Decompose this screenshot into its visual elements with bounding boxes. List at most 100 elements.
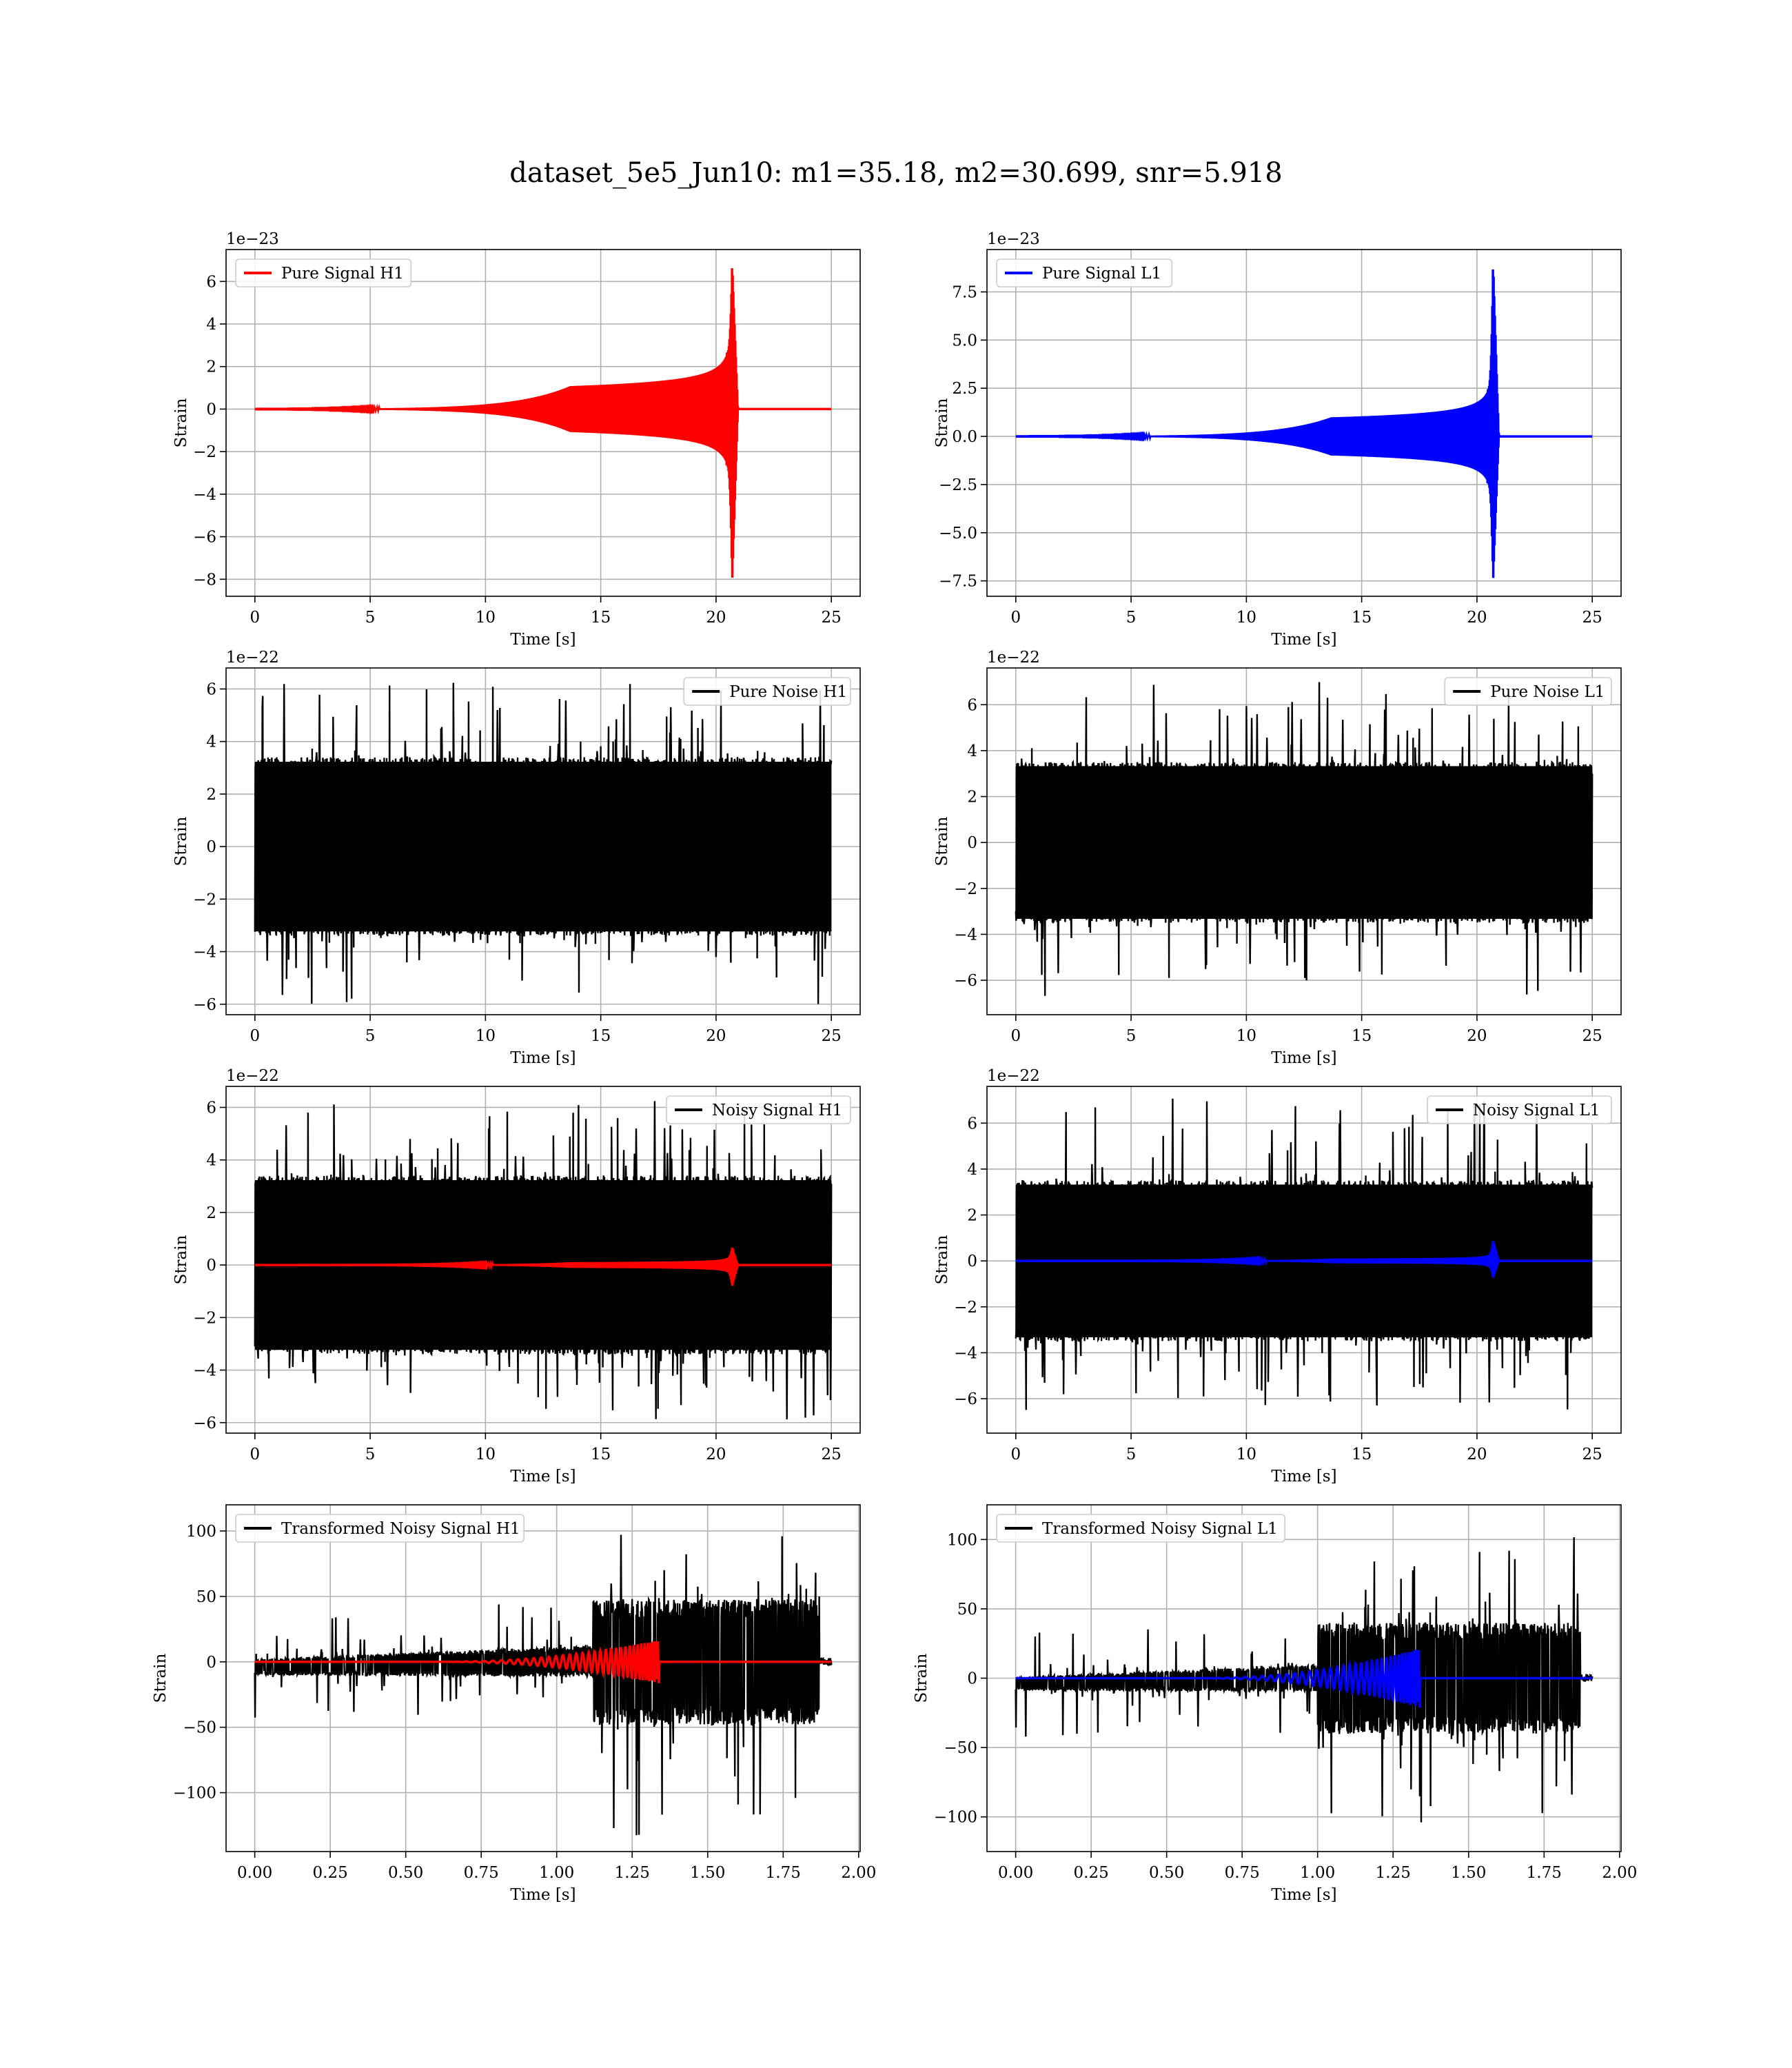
legend: Noisy Signal H1 (666, 1095, 851, 1124)
y-tick-label: 0 (967, 1253, 977, 1270)
x-tick-label: 1.00 (539, 1864, 574, 1882)
legend-frame (683, 677, 851, 706)
noise-trace (254, 1101, 833, 1420)
y-tick-label: 2 (967, 1207, 977, 1225)
y-axis-label: Strain (152, 1653, 170, 1703)
y-tick-label: 2 (206, 358, 216, 376)
legend-label: Pure Signal L1 (1042, 265, 1161, 283)
y-tick-label: −50 (944, 1739, 977, 1757)
legend-label: Noisy Signal L1 (1473, 1102, 1600, 1119)
x-tick-label: 25 (822, 1027, 842, 1045)
x-axis-label: Time [s] (510, 1886, 576, 1904)
y-axis-label: Strain (933, 1235, 951, 1284)
legend-frame (996, 1514, 1286, 1543)
legend: Pure Noise L1 (1444, 677, 1612, 706)
x-tick-label: 10 (476, 1446, 496, 1463)
x-tick-label: 15 (591, 609, 611, 627)
y-tick-label: −6 (954, 1390, 977, 1408)
y-tick-label: 7.5 (952, 283, 977, 301)
x-tick-label: 20 (706, 1446, 726, 1463)
y-tick-label: 6 (206, 1099, 216, 1117)
x-tick-label: 5 (365, 609, 376, 627)
y-tick-label: 0.0 (952, 428, 977, 446)
y-tick-label: 0 (967, 1670, 977, 1688)
x-axis-label: Time [s] (1271, 631, 1336, 649)
x-tick-label: 0.50 (1149, 1864, 1184, 1882)
transformed-noise-trace (254, 1534, 833, 1836)
chart-transformed-noisy-signal-l1: 0.00 0.25 0.50 0.75 1.00 1.25 1.50 1.75 2.00 −100… (913, 1504, 1637, 1904)
axes-frame (225, 1086, 861, 1434)
legend-label: Pure Noise L1 (1490, 683, 1605, 701)
legend-frame (1427, 1095, 1612, 1124)
y-tick-label: −2 (193, 443, 216, 461)
x-tick-label: 20 (706, 609, 726, 627)
x-tick-label: 0.25 (313, 1864, 348, 1882)
series-noisy-signal-l1 (1015, 1098, 1594, 1410)
y-tick-label: 100 (186, 1523, 216, 1541)
legend-frame (666, 1095, 851, 1124)
axes-frame (225, 1504, 861, 1852)
plot-area (254, 682, 833, 1004)
y-tick-label: −6 (193, 1415, 216, 1432)
y-tick-label: 4 (206, 316, 216, 334)
y-offset-label: 1e−22 (226, 649, 279, 667)
y-tick-label: 2.5 (952, 380, 977, 398)
transformed-signal-trace (254, 1641, 832, 1683)
y-tick-label: 6 (967, 696, 977, 714)
transformed-noise-trace (1015, 1537, 1594, 1823)
x-tick-label: 0.75 (1225, 1864, 1260, 1882)
y-tick-label: 4 (206, 1152, 216, 1170)
signal-trace (1015, 1241, 1593, 1278)
y-offset-label: 1e−22 (226, 1067, 279, 1085)
y-tick-label: −50 (183, 1719, 216, 1737)
x-tick-label: 25 (1582, 1027, 1602, 1045)
x-tick-label: 10 (476, 609, 496, 627)
y-tick-label: −100 (173, 1785, 216, 1803)
y-offset-label: 1e−23 (987, 230, 1040, 248)
y-tick-label: −2.5 (939, 476, 977, 494)
x-axis-label: Time [s] (1271, 1468, 1336, 1486)
signal-trace (254, 268, 832, 578)
x-axis-label: Time [s] (1271, 1886, 1336, 1904)
axes-frame (986, 1086, 1622, 1434)
y-tick-label: 6 (206, 680, 216, 698)
x-tick-label: 10 (1236, 609, 1256, 627)
x-tick-label: 0 (1010, 1027, 1021, 1045)
legend-label: Pure Signal H1 (281, 265, 404, 283)
grid (987, 250, 1621, 596)
x-tick-label: 15 (1352, 1027, 1372, 1045)
signal-trace (1015, 269, 1593, 578)
y-tick-label: 50 (196, 1588, 216, 1606)
x-tick-label: 0.75 (464, 1864, 499, 1882)
series-pure-signal-h1 (254, 268, 832, 578)
y-tick-label: −4 (193, 1362, 216, 1380)
series-noisy-signal-l1-overlay (1015, 1241, 1593, 1278)
y-axis-label: Strain (172, 1235, 190, 1284)
y-tick-label: 2 (206, 1204, 216, 1222)
x-tick-label: 25 (1582, 1446, 1602, 1463)
y-tick-label: 100 (947, 1531, 977, 1549)
x-tick-label: 0.50 (388, 1864, 423, 1882)
x-axis-label: Time [s] (1271, 1049, 1336, 1067)
x-tick-label: 25 (1582, 609, 1602, 627)
x-tick-label: 2.00 (1602, 1864, 1637, 1882)
plot-area (254, 268, 832, 578)
y-tick-label: 0 (206, 838, 216, 856)
x-tick-label: 5 (1126, 609, 1137, 627)
legend: Transformed Noisy Signal H1 (235, 1514, 525, 1543)
x-tick-label: 10 (1236, 1027, 1256, 1045)
plot-area (254, 1101, 833, 1420)
series-noisy-signal-h1-overlay (254, 1247, 832, 1286)
y-tick-label: −4 (954, 926, 977, 944)
y-tick-label: 2 (967, 789, 977, 807)
y-axis-label: Strain (172, 398, 190, 447)
legend-label: Noisy Signal H1 (712, 1102, 842, 1119)
y-offset-label: 1e−23 (226, 230, 279, 248)
x-tick-label: 2.00 (841, 1864, 876, 1882)
x-axis-label: Time [s] (510, 1049, 576, 1067)
x-tick-label: 5 (1126, 1027, 1137, 1045)
x-tick-label: 5 (1126, 1446, 1137, 1463)
chart-noisy-signal-l1: 0 5 10 15 20 25 −6 −4 −2 0 2 4 6 Time [s] Strain 1e−22 N… (933, 1067, 1622, 1486)
legend-label: Transformed Noisy Signal L1 (1042, 1520, 1278, 1538)
legend: Noisy Signal L1 (1427, 1095, 1612, 1124)
